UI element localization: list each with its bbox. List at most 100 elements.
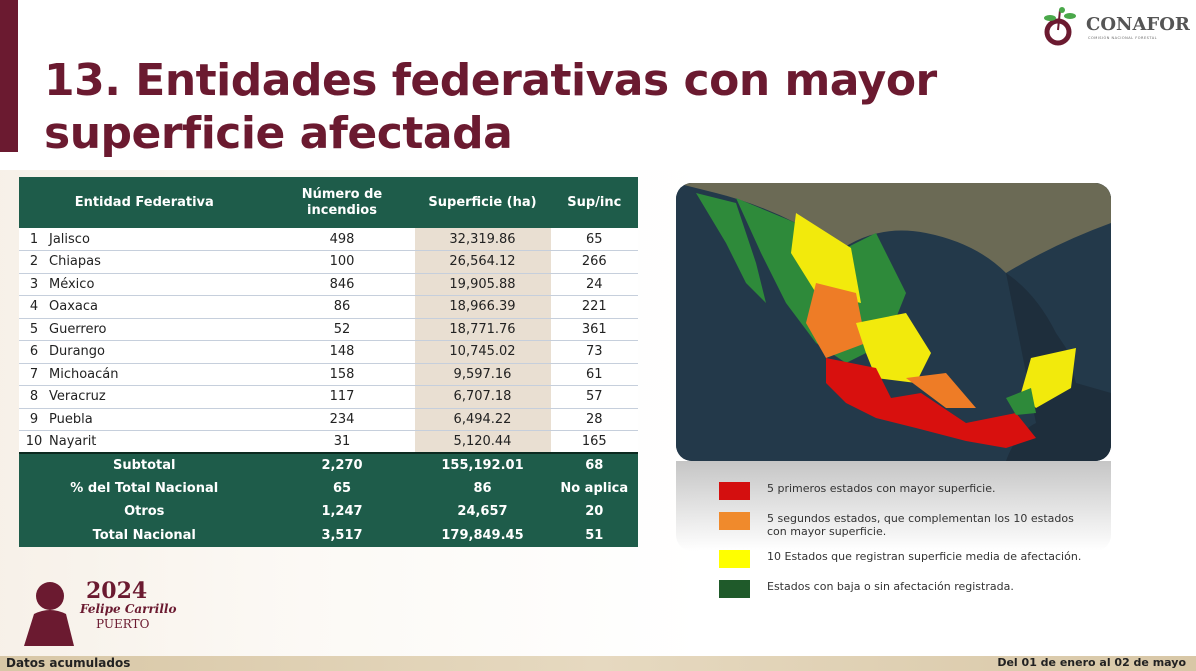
us-land (676, 183, 1111, 273)
totals-label: Otros (19, 500, 270, 524)
rank: 5 (19, 318, 45, 341)
ratio: 68 (550, 452, 638, 477)
conafor-logo: CONAFOR COMISIÓN NACIONAL FORESTAL (1040, 6, 1190, 46)
ratio: 266 (550, 250, 638, 274)
fires: 117 (269, 385, 415, 409)
legend-swatch-green (719, 580, 750, 598)
rank: 10 (19, 430, 45, 454)
rank: 4 (19, 295, 45, 319)
fires: 158 (269, 363, 415, 386)
table-row: 6 Durango 148 10,745.02 73 (19, 340, 638, 364)
totals-label: % del Total Nacional (19, 476, 270, 500)
legend-swatch-yellow (719, 550, 750, 568)
area: 24,657 (414, 500, 551, 524)
ratio: 165 (550, 430, 638, 454)
col-supinc: Sup/inc (550, 177, 638, 228)
area: 5,120.44 (414, 430, 551, 454)
state-name: Chiapas (45, 250, 270, 274)
footer-bar: Datos acumulados Del 01 de enero al 02 d… (0, 656, 1196, 671)
totals-row: Subtotal 2,270 155,192.01 68 (19, 452, 638, 477)
col-superficie: Superficie (ha) (414, 177, 551, 228)
ratio: 57 (550, 385, 638, 409)
emblem-2024: 2024 Felipe Carrillo PUERTO (14, 574, 176, 649)
state-name: Nayarit (45, 430, 270, 454)
fires: 86 (269, 295, 415, 319)
rank: 3 (19, 273, 45, 296)
table-row: 10 Nayarit 31 5,120.44 165 (19, 430, 638, 454)
fires: 31 (269, 430, 415, 454)
table-row: 7 Michoacán 158 9,597.16 61 (19, 363, 638, 386)
area: 6,707.18 (414, 385, 551, 409)
fires: 1,247 (269, 500, 415, 524)
ratio: 20 (550, 500, 638, 524)
rank: 7 (19, 363, 45, 386)
col-entidad: Entidad Federativa (19, 177, 270, 228)
area: 86 (414, 476, 551, 500)
footer-left: Datos acumulados (6, 656, 131, 670)
accent-bar (0, 0, 18, 152)
area: 18,771.76 (414, 318, 551, 341)
area: 10,745.02 (414, 340, 551, 364)
fires: 148 (269, 340, 415, 364)
state-name: Durango (45, 340, 270, 364)
yucatan (1021, 348, 1076, 408)
fires: 846 (269, 273, 415, 296)
table-row: 4 Oaxaca 86 18,966.39 221 (19, 295, 638, 319)
footer-date-range: Del 01 de enero al 02 de mayo (997, 656, 1186, 669)
legend-swatch-orange (719, 512, 750, 530)
ratio: 73 (550, 340, 638, 364)
baja-california (696, 193, 766, 303)
map-reflection (676, 461, 1111, 551)
rank: 1 (19, 228, 45, 251)
legend-item: 5 primeros estados con mayor superficie. (719, 482, 1099, 500)
totals-label: Subtotal (19, 452, 270, 477)
state-name: Oaxaca (45, 295, 270, 319)
legend-item: 5 segundos estados, que complementan los… (719, 512, 1099, 538)
rank: 8 (19, 385, 45, 409)
ratio: 28 (550, 408, 638, 431)
ratio: No aplica (550, 476, 638, 500)
state-name: Puebla (45, 408, 270, 431)
legend-swatch-red (719, 482, 750, 500)
table-row: 5 Guerrero 52 18,771.76 361 (19, 318, 638, 341)
rank: 6 (19, 340, 45, 364)
fires: 52 (269, 318, 415, 341)
area: 18,966.39 (414, 295, 551, 319)
area: 179,849.45 (414, 523, 551, 547)
area: 155,192.01 (414, 452, 551, 477)
fires: 234 (269, 408, 415, 431)
totals-label: Total Nacional (19, 523, 270, 547)
ratio: 361 (550, 318, 638, 341)
table-row: 3 México 846 19,905.88 24 (19, 273, 638, 296)
table-header: Entidad Federativa Número de incendios S… (19, 177, 638, 228)
area: 9,597.16 (414, 363, 551, 386)
area: 19,905.88 (414, 273, 551, 296)
sprout-icon (1044, 7, 1076, 46)
ratio: 61 (550, 363, 638, 386)
area: 6,494.22 (414, 408, 551, 431)
chihuahua (791, 213, 861, 303)
ratio: 221 (550, 295, 638, 319)
area: 26,564.12 (414, 250, 551, 274)
fires: 498 (269, 228, 415, 251)
state-name: Jalisco (45, 228, 270, 251)
rank: 2 (19, 250, 45, 274)
fires: 2,270 (269, 452, 415, 477)
portrait-icon (24, 582, 74, 646)
fires: 65 (269, 476, 415, 500)
legend-item: Estados con baja o sin afectación regist… (719, 580, 1099, 598)
state-name: Guerrero (45, 318, 270, 341)
ratio: 65 (550, 228, 638, 251)
ratio: 51 (550, 523, 638, 547)
totals-row: Total Nacional 3,517 179,849.45 51 (19, 523, 638, 547)
table-row: 2 Chiapas 100 26,564.12 266 (19, 250, 638, 274)
state-name: Michoacán (45, 363, 270, 386)
top5-states (826, 358, 1036, 448)
legend-item: 10 Estados que registran superficie medi… (719, 550, 1099, 568)
rank: 9 (19, 408, 45, 431)
table-row: 9 Puebla 234 6,494.22 28 (19, 408, 638, 431)
tabasco (1006, 388, 1036, 415)
durango (806, 283, 866, 358)
table-row: 1 Jalisco 498 32,319.86 65 (19, 228, 638, 251)
central-states (856, 313, 931, 383)
